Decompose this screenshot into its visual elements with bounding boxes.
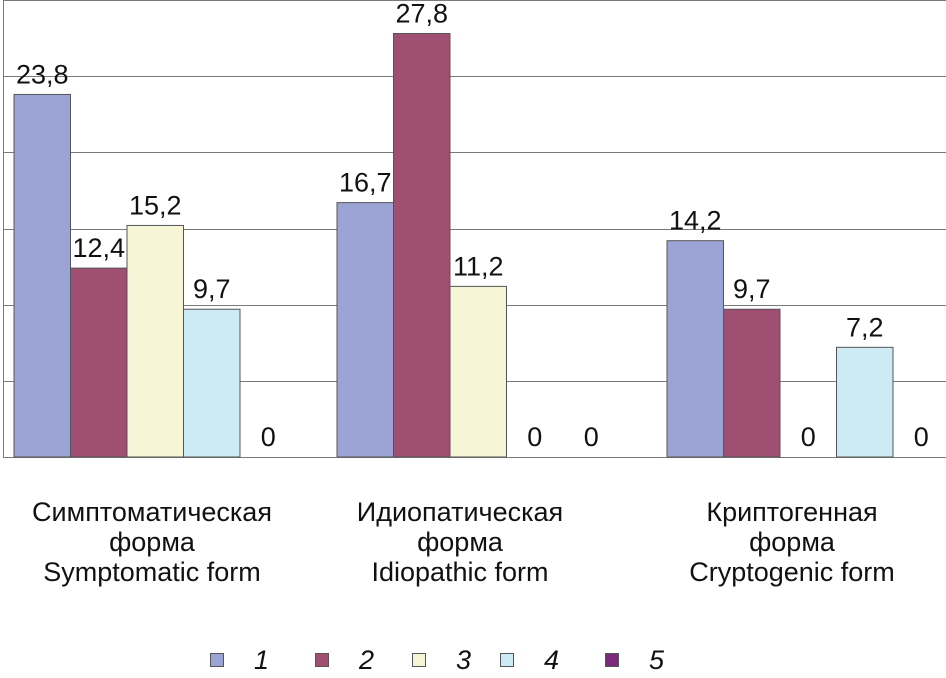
data-label: 15,2 bbox=[129, 190, 182, 220]
legend-swatch bbox=[605, 653, 619, 667]
bar bbox=[449, 285, 507, 458]
data-label: 0 bbox=[914, 422, 929, 452]
category-label: Идиопатическая форма Idiopathic form bbox=[310, 497, 610, 587]
category-label-line: Symptomatic form bbox=[43, 557, 261, 587]
bar bbox=[666, 240, 724, 458]
bar bbox=[336, 202, 394, 458]
data-label: 14,2 bbox=[669, 206, 722, 236]
category-label-line: Idiopathic form bbox=[371, 557, 549, 587]
category-label-line: Криптогенная bbox=[706, 497, 878, 527]
data-label: 16,7 bbox=[339, 168, 392, 198]
data-label: 27,8 bbox=[395, 0, 448, 29]
category-label-line: Идиопатическая bbox=[356, 497, 564, 527]
legend-label: 4 bbox=[544, 645, 560, 675]
data-label: 12,4 bbox=[72, 233, 125, 263]
category-label: Криптогенная форма Cryptogenic form bbox=[642, 497, 942, 587]
bar bbox=[836, 346, 894, 458]
category-label-line: форма bbox=[417, 527, 503, 557]
legend-label: 3 bbox=[456, 645, 472, 675]
data-label: 0 bbox=[261, 422, 276, 452]
bar bbox=[183, 308, 241, 458]
bar bbox=[70, 267, 128, 458]
category-label-line: форма bbox=[749, 527, 835, 557]
category-label-line: форма bbox=[109, 527, 195, 557]
legend-swatch bbox=[210, 653, 224, 667]
data-label: 7,2 bbox=[846, 312, 884, 342]
data-label: 0 bbox=[584, 422, 599, 452]
bar bbox=[393, 33, 451, 458]
category-label: Симптоматическая форма Symptomatic form bbox=[2, 497, 302, 587]
legend-swatch bbox=[500, 653, 514, 667]
legend-label: 2 bbox=[359, 645, 375, 675]
data-label: 0 bbox=[527, 422, 542, 452]
legend-label: 5 bbox=[649, 645, 665, 675]
bar bbox=[723, 308, 781, 458]
data-label: 0 bbox=[801, 422, 816, 452]
bar bbox=[13, 93, 71, 458]
bar bbox=[126, 224, 184, 458]
legend-label: 1 bbox=[254, 645, 270, 675]
data-label: 23,8 bbox=[16, 59, 69, 89]
data-label: 11,2 bbox=[453, 251, 504, 281]
bar-chart: 23,8 16,7 14,2 12,4 27,8 9,7 15,2 11,2 0 9,7 0 7,2 0… bbox=[3, 0, 946, 458]
category-label-line: Симптоматическая bbox=[32, 497, 272, 527]
data-label: 9,7 bbox=[733, 274, 771, 304]
legend-swatch bbox=[315, 653, 329, 667]
data-label: 9,7 bbox=[193, 274, 231, 304]
category-label-line: Cryptogenic form bbox=[689, 557, 895, 587]
legend-swatch bbox=[412, 653, 426, 667]
